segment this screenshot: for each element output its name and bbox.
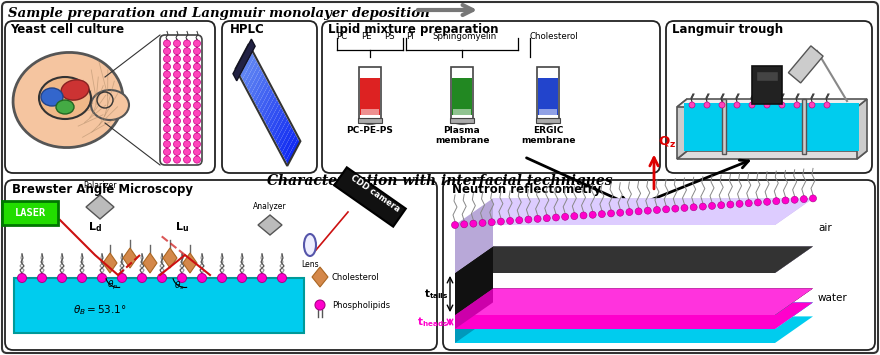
Polygon shape <box>677 99 867 107</box>
Circle shape <box>681 204 688 212</box>
Text: Langmuir trough: Langmuir trough <box>672 23 783 36</box>
Text: $\theta_B=53.1°$: $\theta_B=53.1°$ <box>73 303 127 317</box>
Circle shape <box>164 125 171 132</box>
Polygon shape <box>271 111 285 137</box>
Polygon shape <box>253 76 267 103</box>
Circle shape <box>194 55 201 62</box>
Polygon shape <box>183 253 197 273</box>
Circle shape <box>164 141 171 148</box>
Circle shape <box>164 156 171 163</box>
Bar <box>14 278 304 333</box>
Circle shape <box>194 63 201 70</box>
Polygon shape <box>261 92 275 118</box>
Circle shape <box>663 206 670 213</box>
Circle shape <box>173 118 180 124</box>
Circle shape <box>118 273 127 283</box>
Circle shape <box>164 118 171 124</box>
Circle shape <box>258 273 267 283</box>
Bar <box>358 118 382 123</box>
Polygon shape <box>283 135 297 161</box>
FancyBboxPatch shape <box>443 180 875 350</box>
Circle shape <box>194 94 201 101</box>
Polygon shape <box>268 104 281 130</box>
Polygon shape <box>312 267 328 287</box>
Circle shape <box>644 207 651 214</box>
Circle shape <box>561 213 568 220</box>
Circle shape <box>164 40 171 47</box>
Circle shape <box>690 204 697 211</box>
Circle shape <box>184 156 190 163</box>
Text: $\mathbf{Q_z}$: $\mathbf{Q_z}$ <box>658 135 676 150</box>
Circle shape <box>173 133 180 140</box>
Polygon shape <box>259 88 273 114</box>
FancyBboxPatch shape <box>666 21 872 173</box>
Text: Analyzer: Analyzer <box>253 202 287 211</box>
Circle shape <box>779 102 785 108</box>
Circle shape <box>810 195 817 202</box>
Ellipse shape <box>56 100 74 114</box>
Text: Cholesterol: Cholesterol <box>530 32 579 41</box>
Circle shape <box>543 215 550 222</box>
Circle shape <box>164 86 171 93</box>
Circle shape <box>460 221 467 228</box>
Circle shape <box>137 273 146 283</box>
Circle shape <box>277 273 287 283</box>
Bar <box>538 78 558 115</box>
Circle shape <box>194 133 201 140</box>
Circle shape <box>488 219 495 226</box>
Circle shape <box>184 71 190 78</box>
Circle shape <box>745 200 752 207</box>
Polygon shape <box>245 61 259 87</box>
Text: Phospholipids: Phospholipids <box>332 300 390 310</box>
Circle shape <box>194 110 201 117</box>
Bar <box>452 78 472 115</box>
Circle shape <box>534 215 541 222</box>
Circle shape <box>164 63 171 70</box>
Polygon shape <box>677 99 687 159</box>
Circle shape <box>184 48 190 55</box>
Bar <box>451 67 473 119</box>
Circle shape <box>184 125 190 132</box>
Polygon shape <box>275 119 290 145</box>
Circle shape <box>194 125 201 132</box>
Polygon shape <box>236 45 250 71</box>
Circle shape <box>571 213 578 220</box>
Text: water: water <box>818 293 847 304</box>
Polygon shape <box>274 115 288 141</box>
Circle shape <box>194 71 201 78</box>
Text: Sample preparation and Langmuir monolayer deposition: Sample preparation and Langmuir monolaye… <box>8 7 429 20</box>
Text: $\mathbf{L_d}$: $\mathbf{L_d}$ <box>88 220 102 234</box>
Text: LASER: LASER <box>14 208 46 218</box>
Circle shape <box>173 102 180 109</box>
Polygon shape <box>684 103 859 151</box>
Text: PS: PS <box>384 32 394 41</box>
Polygon shape <box>163 248 177 268</box>
Text: Lens: Lens <box>301 260 319 269</box>
Circle shape <box>173 94 180 101</box>
Circle shape <box>700 203 707 210</box>
Polygon shape <box>240 53 254 79</box>
Text: Characterization with interfacial techniques: Characterization with interfacial techni… <box>268 174 612 188</box>
Circle shape <box>689 102 695 108</box>
Circle shape <box>197 273 207 283</box>
Polygon shape <box>123 248 137 268</box>
Circle shape <box>173 48 180 55</box>
Circle shape <box>184 79 190 86</box>
Polygon shape <box>455 302 813 329</box>
Ellipse shape <box>39 77 91 119</box>
Circle shape <box>184 141 190 148</box>
Circle shape <box>98 273 106 283</box>
Circle shape <box>194 48 201 55</box>
Text: $\mathbf{L_u}$: $\mathbf{L_u}$ <box>175 220 189 234</box>
Circle shape <box>173 110 180 117</box>
Circle shape <box>607 210 614 217</box>
Circle shape <box>194 148 201 155</box>
Bar <box>360 78 380 115</box>
Polygon shape <box>263 96 277 122</box>
Circle shape <box>718 202 725 209</box>
Circle shape <box>173 148 180 155</box>
Text: CDD camera: CDD camera <box>348 174 401 214</box>
Circle shape <box>497 218 504 225</box>
Circle shape <box>727 201 734 208</box>
